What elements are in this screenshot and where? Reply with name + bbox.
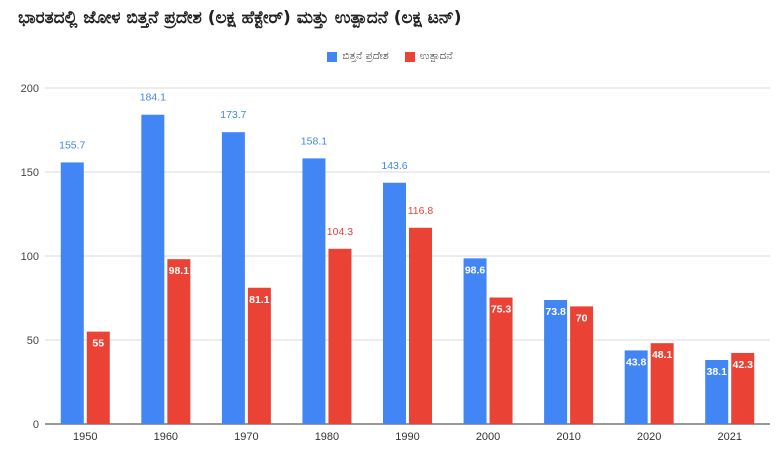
data-label-production-1950: 55 [92,338,104,350]
x-tick-label: 2021 [717,431,741,443]
bar-production-2010 [570,306,594,424]
data-label-area-2020: 43.8 [626,356,647,368]
data-label-production-1970: 81.1 [249,294,270,306]
legend-swatch-area [327,51,338,62]
legend-swatch-production [404,51,415,62]
gridlines [45,87,770,425]
bar-area-2021 [705,359,729,424]
y-axis-ticks: 0 50 100 150 200 [21,83,39,431]
data-labels: 155.7 55 184.1 98.1 173.7 81.1 158.1 104.3 143.6… [59,92,753,378]
data-label-area-1950: 155.7 [59,139,85,151]
y-tick-label: 150 [21,167,39,179]
bar-area-1970 [221,132,245,424]
bar-production-2000 [489,297,513,424]
data-label-production-2000: 75.3 [491,303,512,315]
x-tick-label: 1970 [234,431,258,443]
bar-area-2000 [463,258,487,424]
y-tick-label: 50 [27,335,39,347]
data-label-production-2010: 70 [576,312,588,324]
legend: ಬಿತ್ತನೆ ಪ್ರದೇಶ ಉತ್ಪಾದನೆ [0,50,780,63]
data-label-production-1990: 116.8 [408,205,434,217]
chart-title: ಭಾರತದಲ್ಲಿ ಜೋಳ ಬಿತ್ತನೆ ಪ್ರದೇಶ (ಲಕ್ಷ ಹೆಕ್ಟ… [18,8,462,28]
bar-area-1950 [60,162,84,424]
bar-area-1960 [141,114,165,424]
bar-production-1970 [247,287,271,424]
x-axis-ticks: 1950 1960 1970 1980 1990 2000 2010 2020 2021 [73,431,742,443]
bar-area-2020 [624,350,648,424]
bars [60,114,755,424]
bar-area-1980 [302,158,326,424]
bar-production-2020 [650,343,674,424]
legend-item-production: ಉತ್ಪಾದನೆ [404,50,453,63]
x-tick-label: 2010 [556,431,580,443]
data-label-production-1960: 98.1 [169,265,190,277]
x-tick-label: 2020 [637,431,661,443]
y-tick-label: 0 [33,419,39,431]
data-label-area-1990: 143.6 [381,160,407,172]
data-label-area-1980: 158.1 [301,135,327,147]
x-tick-label: 1980 [315,431,339,443]
bar-production-2021 [731,352,755,424]
legend-label-area: ಬಿತ್ತನೆ ಪ್ರದೇಶ [342,50,389,62]
bar-production-1980 [328,248,352,424]
bar-production-1950 [86,331,110,424]
x-tick-label: 1950 [73,431,97,443]
y-tick-label: 200 [21,83,39,95]
data-label-area-2021: 38.1 [707,366,728,378]
x-tick-label: 1960 [154,431,178,443]
bar-production-1990 [409,227,432,424]
data-label-area-1960: 184.1 [140,92,166,104]
bar-area-2010 [544,300,568,424]
data-label-production-2021: 42.3 [733,359,754,371]
bar-production-1960 [167,259,191,424]
data-label-production-2020: 48.1 [652,349,673,361]
legend-item-area: ಬಿತ್ತನೆ ಪ್ರದೇಶ [327,50,389,63]
data-label-production-1980: 104.3 [327,226,353,238]
y-tick-label: 100 [21,251,39,263]
legend-label-production: ಉತ್ಪಾದನೆ [419,50,453,62]
data-label-area-2000: 98.6 [465,264,486,276]
x-tick-label: 2000 [476,431,500,443]
bar-area-1990 [383,182,406,424]
data-label-area-1970: 173.7 [220,109,246,121]
x-tick-label: 1990 [395,431,419,443]
data-label-area-2010: 73.8 [545,306,566,318]
